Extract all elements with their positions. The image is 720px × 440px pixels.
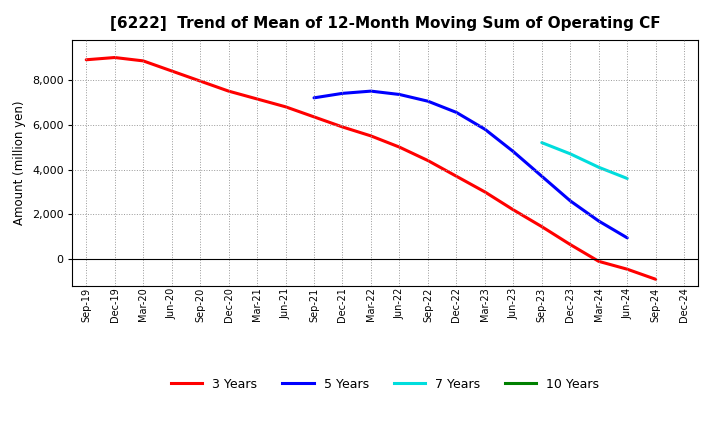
5 Years [452, 110, 461, 115]
3 Years [509, 207, 518, 213]
5 Years [310, 95, 318, 100]
5 Years [366, 88, 375, 94]
5 Years [338, 91, 347, 96]
Legend: 3 Years, 5 Years, 7 Years, 10 Years: 3 Years, 5 Years, 7 Years, 10 Years [166, 373, 604, 396]
3 Years [282, 104, 290, 110]
3 Years [566, 242, 575, 247]
Line: 7 Years: 7 Years [541, 143, 627, 179]
3 Years [167, 68, 176, 73]
3 Years [623, 267, 631, 272]
3 Years [366, 133, 375, 139]
3 Years [253, 96, 261, 102]
3 Years [652, 277, 660, 282]
7 Years [537, 140, 546, 145]
5 Years [566, 198, 575, 204]
3 Years [423, 158, 432, 163]
3 Years [537, 224, 546, 229]
5 Years [623, 235, 631, 241]
3 Years [595, 259, 603, 264]
3 Years [310, 114, 318, 120]
5 Years [395, 92, 404, 97]
3 Years [452, 174, 461, 179]
Title: [6222]  Trend of Mean of 12-Month Moving Sum of Operating CF: [6222] Trend of Mean of 12-Month Moving … [110, 16, 660, 32]
5 Years [480, 127, 489, 132]
5 Years [423, 99, 432, 104]
3 Years [196, 78, 204, 84]
3 Years [82, 57, 91, 62]
3 Years [139, 58, 148, 63]
7 Years [566, 151, 575, 157]
5 Years [595, 218, 603, 224]
Y-axis label: Amount (million yen): Amount (million yen) [14, 101, 27, 225]
3 Years [395, 144, 404, 150]
3 Years [480, 189, 489, 194]
3 Years [110, 55, 119, 60]
3 Years [225, 88, 233, 94]
3 Years [338, 125, 347, 130]
5 Years [509, 149, 518, 154]
5 Years [537, 174, 546, 179]
Line: 5 Years: 5 Years [314, 91, 627, 238]
7 Years [623, 176, 631, 181]
7 Years [595, 165, 603, 170]
Line: 3 Years: 3 Years [86, 58, 656, 279]
